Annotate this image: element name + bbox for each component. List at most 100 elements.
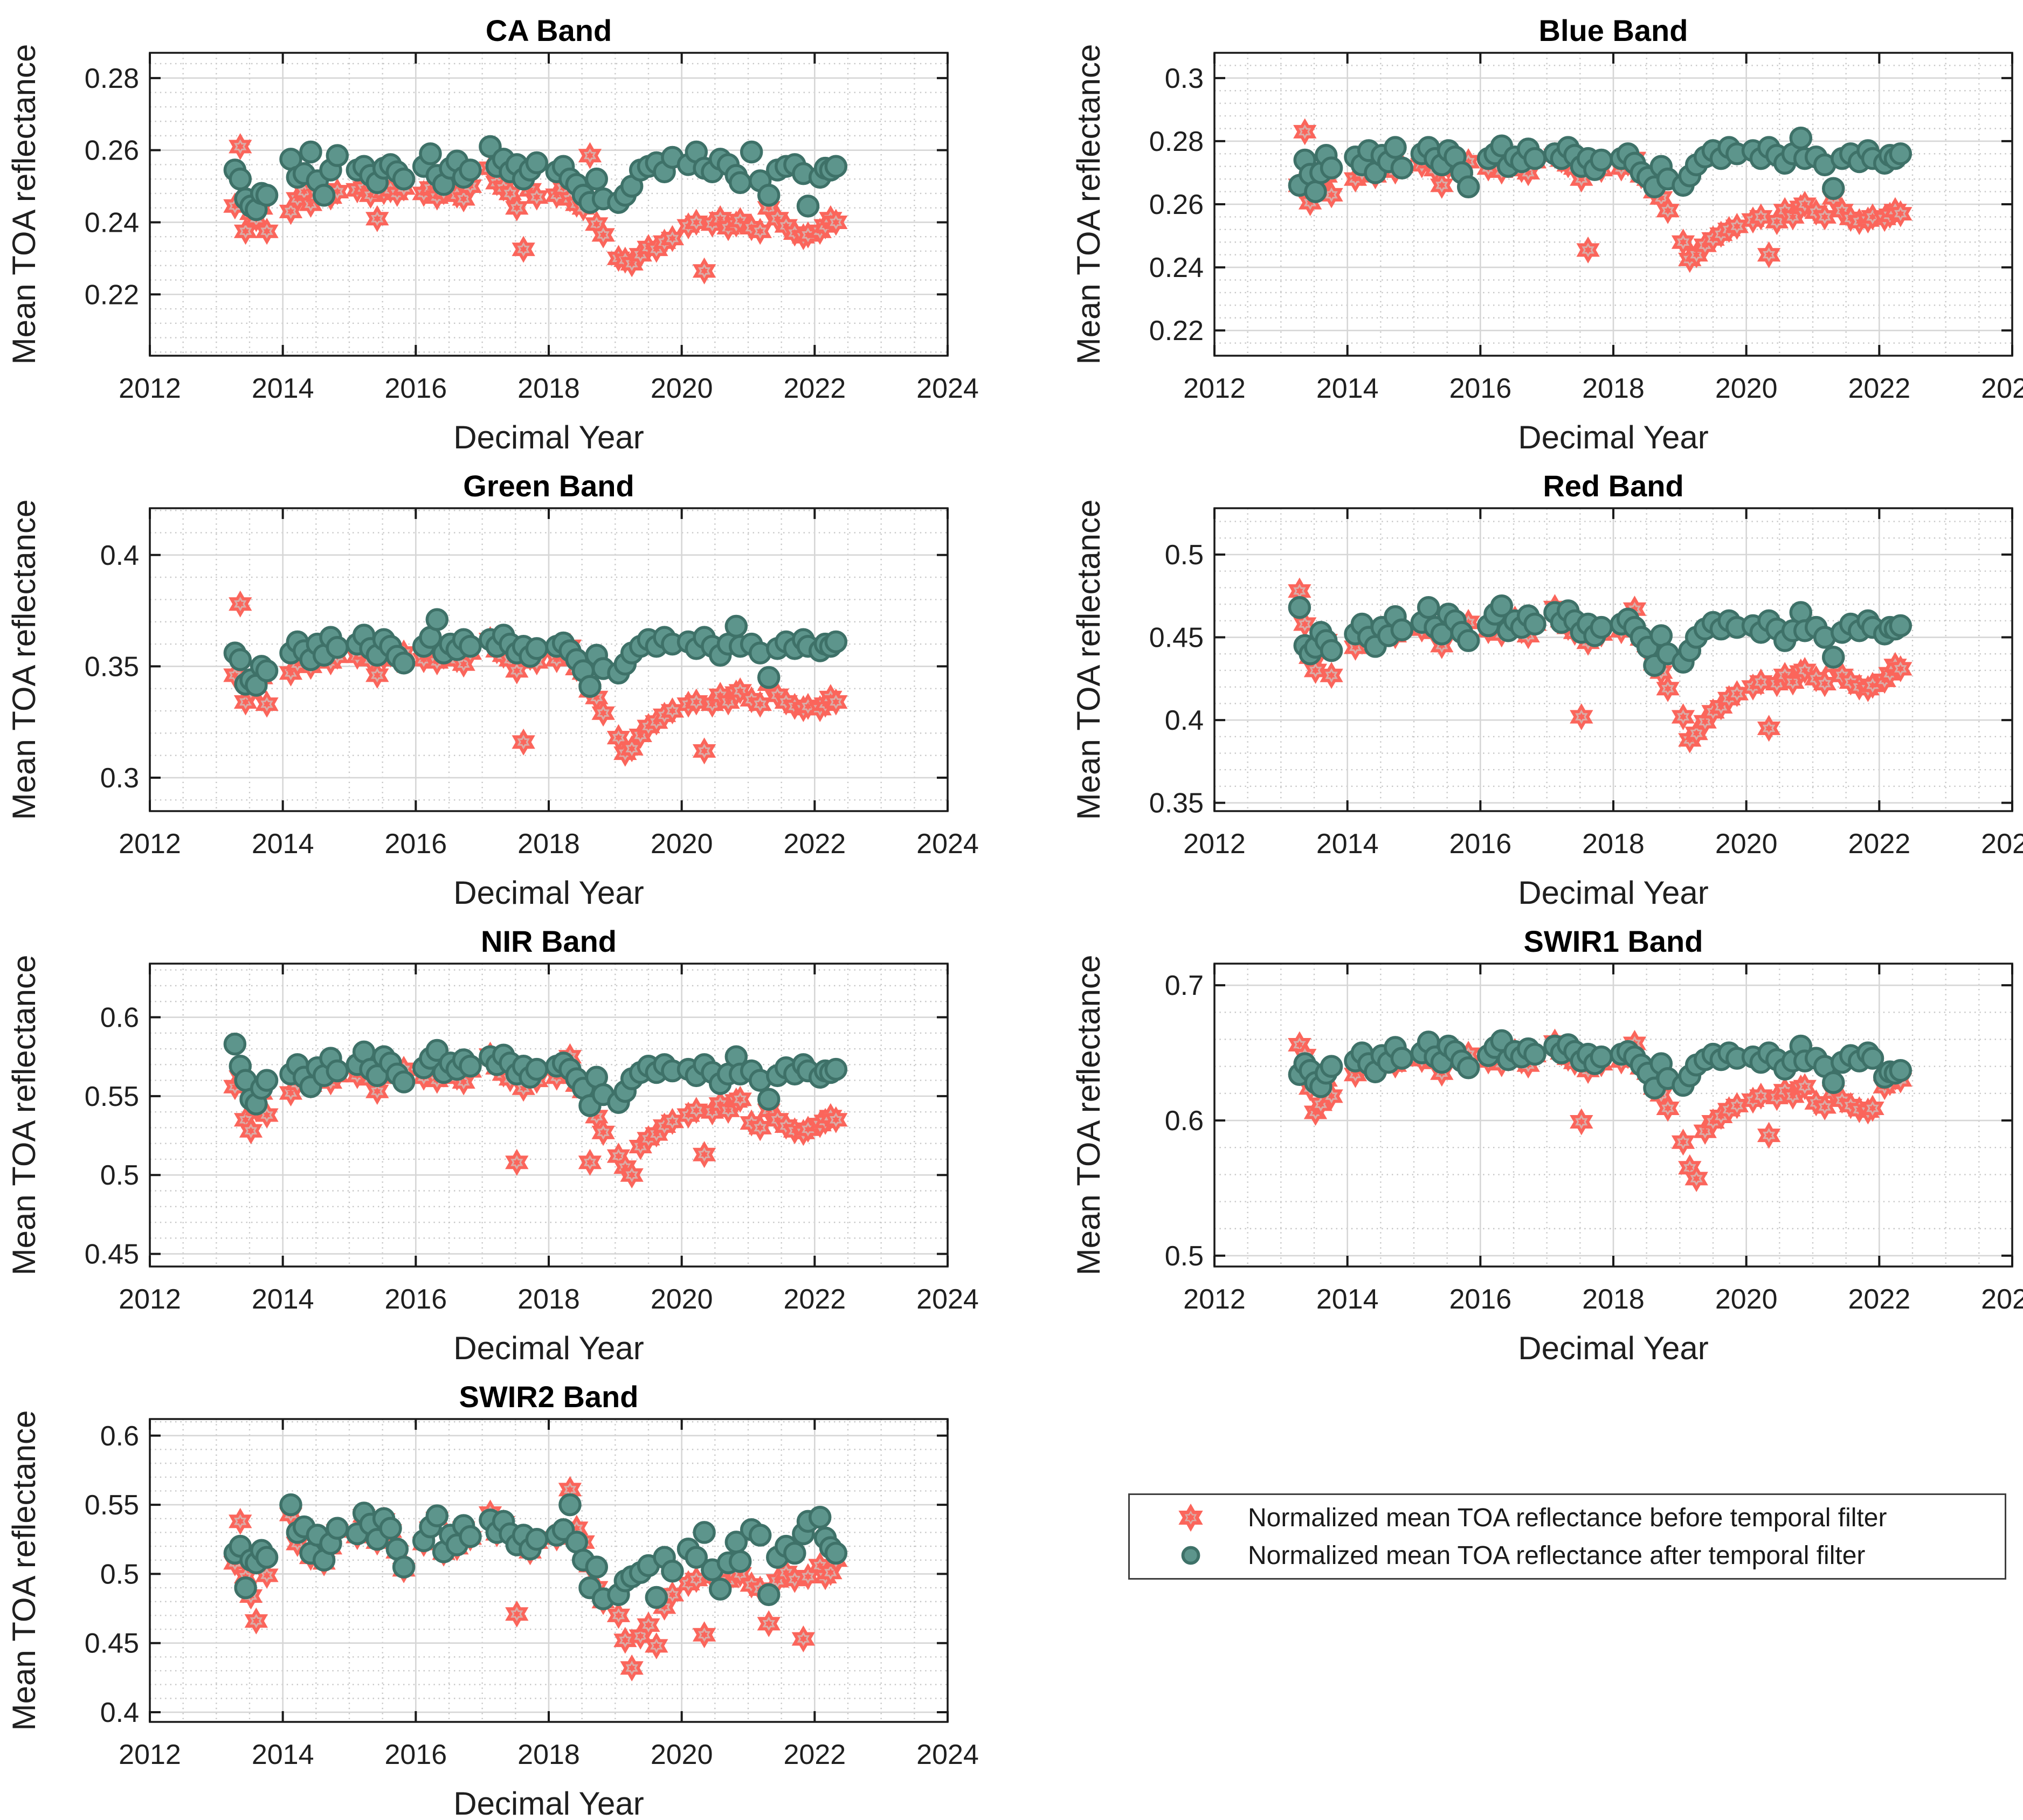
data-point-before <box>578 142 602 169</box>
data-point-before <box>1320 662 1343 689</box>
data-point-after <box>1320 156 1343 179</box>
data-point-after <box>824 155 848 178</box>
data-point-before-inner-mark <box>597 227 610 243</box>
data-point-before <box>1293 118 1317 146</box>
x-tick-label: 2022 <box>783 828 846 860</box>
data-point-before-inner-mark <box>597 705 610 721</box>
data-point-after <box>255 1069 279 1092</box>
data-point-before-inner-mark <box>1762 1128 1776 1143</box>
x-tick-label: 2014 <box>1316 828 1379 860</box>
data-point-before <box>748 218 772 245</box>
series-after-temporal-filter <box>223 608 848 698</box>
data-point-after <box>312 184 336 207</box>
data-point-before <box>1656 1095 1680 1122</box>
data-point-after <box>757 666 781 689</box>
data-point-after <box>1861 1047 1884 1070</box>
x-tick-label: 2014 <box>252 1284 314 1315</box>
data-point-after <box>326 1517 349 1540</box>
data-point-after <box>1821 177 1845 200</box>
data-point-before <box>824 1106 848 1133</box>
y-tick-label: 0.6 <box>100 1421 139 1452</box>
data-point-before-inner-mark <box>1575 1114 1588 1130</box>
x-tick-label: 2012 <box>1183 1284 1246 1315</box>
data-point-before <box>692 257 716 285</box>
data-point-before <box>1684 1165 1708 1192</box>
y-tick-label: 0.35 <box>85 651 139 682</box>
data-point-after <box>299 140 322 164</box>
x-tick-label: 2012 <box>1183 373 1246 404</box>
data-point-after <box>326 1059 349 1083</box>
x-tick-label: 2014 <box>252 1739 314 1770</box>
data-point-before <box>637 1611 660 1639</box>
x-tick-label: 2020 <box>651 1284 713 1315</box>
data-point-before-inner-mark <box>734 683 747 698</box>
data-point-before-inner-mark <box>797 1631 810 1646</box>
data-point-after <box>824 630 848 654</box>
data-point-after <box>808 1505 832 1529</box>
data-point-before-inner-mark <box>612 1608 625 1623</box>
data-point-before-inner-mark <box>779 1118 792 1134</box>
data-point-after <box>740 140 763 164</box>
data-point-before <box>1656 197 1680 224</box>
data-point-before <box>692 1141 716 1168</box>
data-point-before-inner-mark <box>1755 1089 1767 1104</box>
y-tick-label: 0.4 <box>100 1697 139 1728</box>
data-point-before-inner-mark <box>244 1123 258 1138</box>
data-point-before <box>578 1148 602 1176</box>
data-point-before-inner-mark <box>1690 726 1703 741</box>
x-tick-label: 2014 <box>1316 373 1379 404</box>
data-point-after <box>326 636 349 659</box>
data-point-after <box>1390 1047 1414 1070</box>
data-point-before <box>728 1085 752 1113</box>
series-after-temporal-filter <box>1288 1029 1912 1100</box>
legend-label-after: Normalized mean TOA reflectance after te… <box>1248 1541 1866 1570</box>
series-after-temporal-filter <box>223 1493 848 1610</box>
data-point-before-inner-mark <box>1894 661 1907 676</box>
data-point-before <box>613 1627 637 1654</box>
y-tick-label: 0.35 <box>1149 788 1204 819</box>
data-point-before-inner-mark <box>698 264 711 279</box>
data-point-before-inner-mark <box>634 1629 647 1644</box>
data-point-before-inner-mark <box>779 694 792 710</box>
y-tick-label: 0.5 <box>100 1160 139 1191</box>
data-point-before-inner-mark <box>1582 243 1594 258</box>
data-point-before <box>1813 203 1836 231</box>
x-tick-label: 2018 <box>517 1284 580 1315</box>
data-point-before-inner-mark <box>1894 206 1907 222</box>
data-point-before-inner-mark <box>1762 721 1776 736</box>
data-point-before <box>1725 680 1749 707</box>
data-point-after <box>1390 156 1414 179</box>
data-point-before-inner-mark <box>734 213 747 228</box>
data-point-after <box>1889 1058 1912 1082</box>
data-point-before-inner-mark <box>1730 686 1744 701</box>
y-axis-label: Mean TOA reflectance <box>6 1410 42 1731</box>
data-point-after <box>1590 1045 1613 1069</box>
legend-box: Normalized mean TOA reflectance before t… <box>1128 1493 2006 1580</box>
data-point-before-inner-mark <box>1755 674 1767 690</box>
data-point-before <box>1725 213 1749 240</box>
data-point-before-inner-mark <box>830 1112 843 1127</box>
x-tick-label: 2024 <box>1981 1284 2023 1315</box>
data-point-before-inner-mark <box>1730 219 1744 234</box>
data-point-before-inner-mark <box>1676 234 1690 250</box>
data-point-after <box>234 1576 257 1600</box>
x-tick-label: 2018 <box>1582 828 1645 860</box>
x-tick-label: 2022 <box>783 1284 846 1315</box>
x-tick-label: 2016 <box>1449 1284 1511 1315</box>
data-point-before <box>1757 715 1781 742</box>
x-tick-label: 2022 <box>1848 1284 1910 1315</box>
data-point-before <box>1656 675 1680 702</box>
plot-title: SWIR1 Band <box>1524 924 1703 958</box>
data-point-before-inner-mark <box>734 1092 747 1107</box>
data-point-before <box>505 1600 529 1628</box>
data-point-before-inner-mark <box>690 1572 703 1587</box>
subplot-blue-band: Blue Band 0.22 0.24 0.26 0.28 0.3 2012 2014 2016… <box>1071 13 2023 455</box>
y-tick-label: 0.24 <box>1149 252 1204 283</box>
data-point-after <box>757 184 781 207</box>
series-after-temporal-filter <box>1288 126 1912 203</box>
data-point-before <box>365 205 389 232</box>
data-point-after <box>326 144 349 167</box>
data-point-before-inner-mark <box>666 1587 679 1602</box>
data-point-after <box>419 142 442 165</box>
y-axis-label: Mean TOA reflectance <box>1071 44 1107 365</box>
